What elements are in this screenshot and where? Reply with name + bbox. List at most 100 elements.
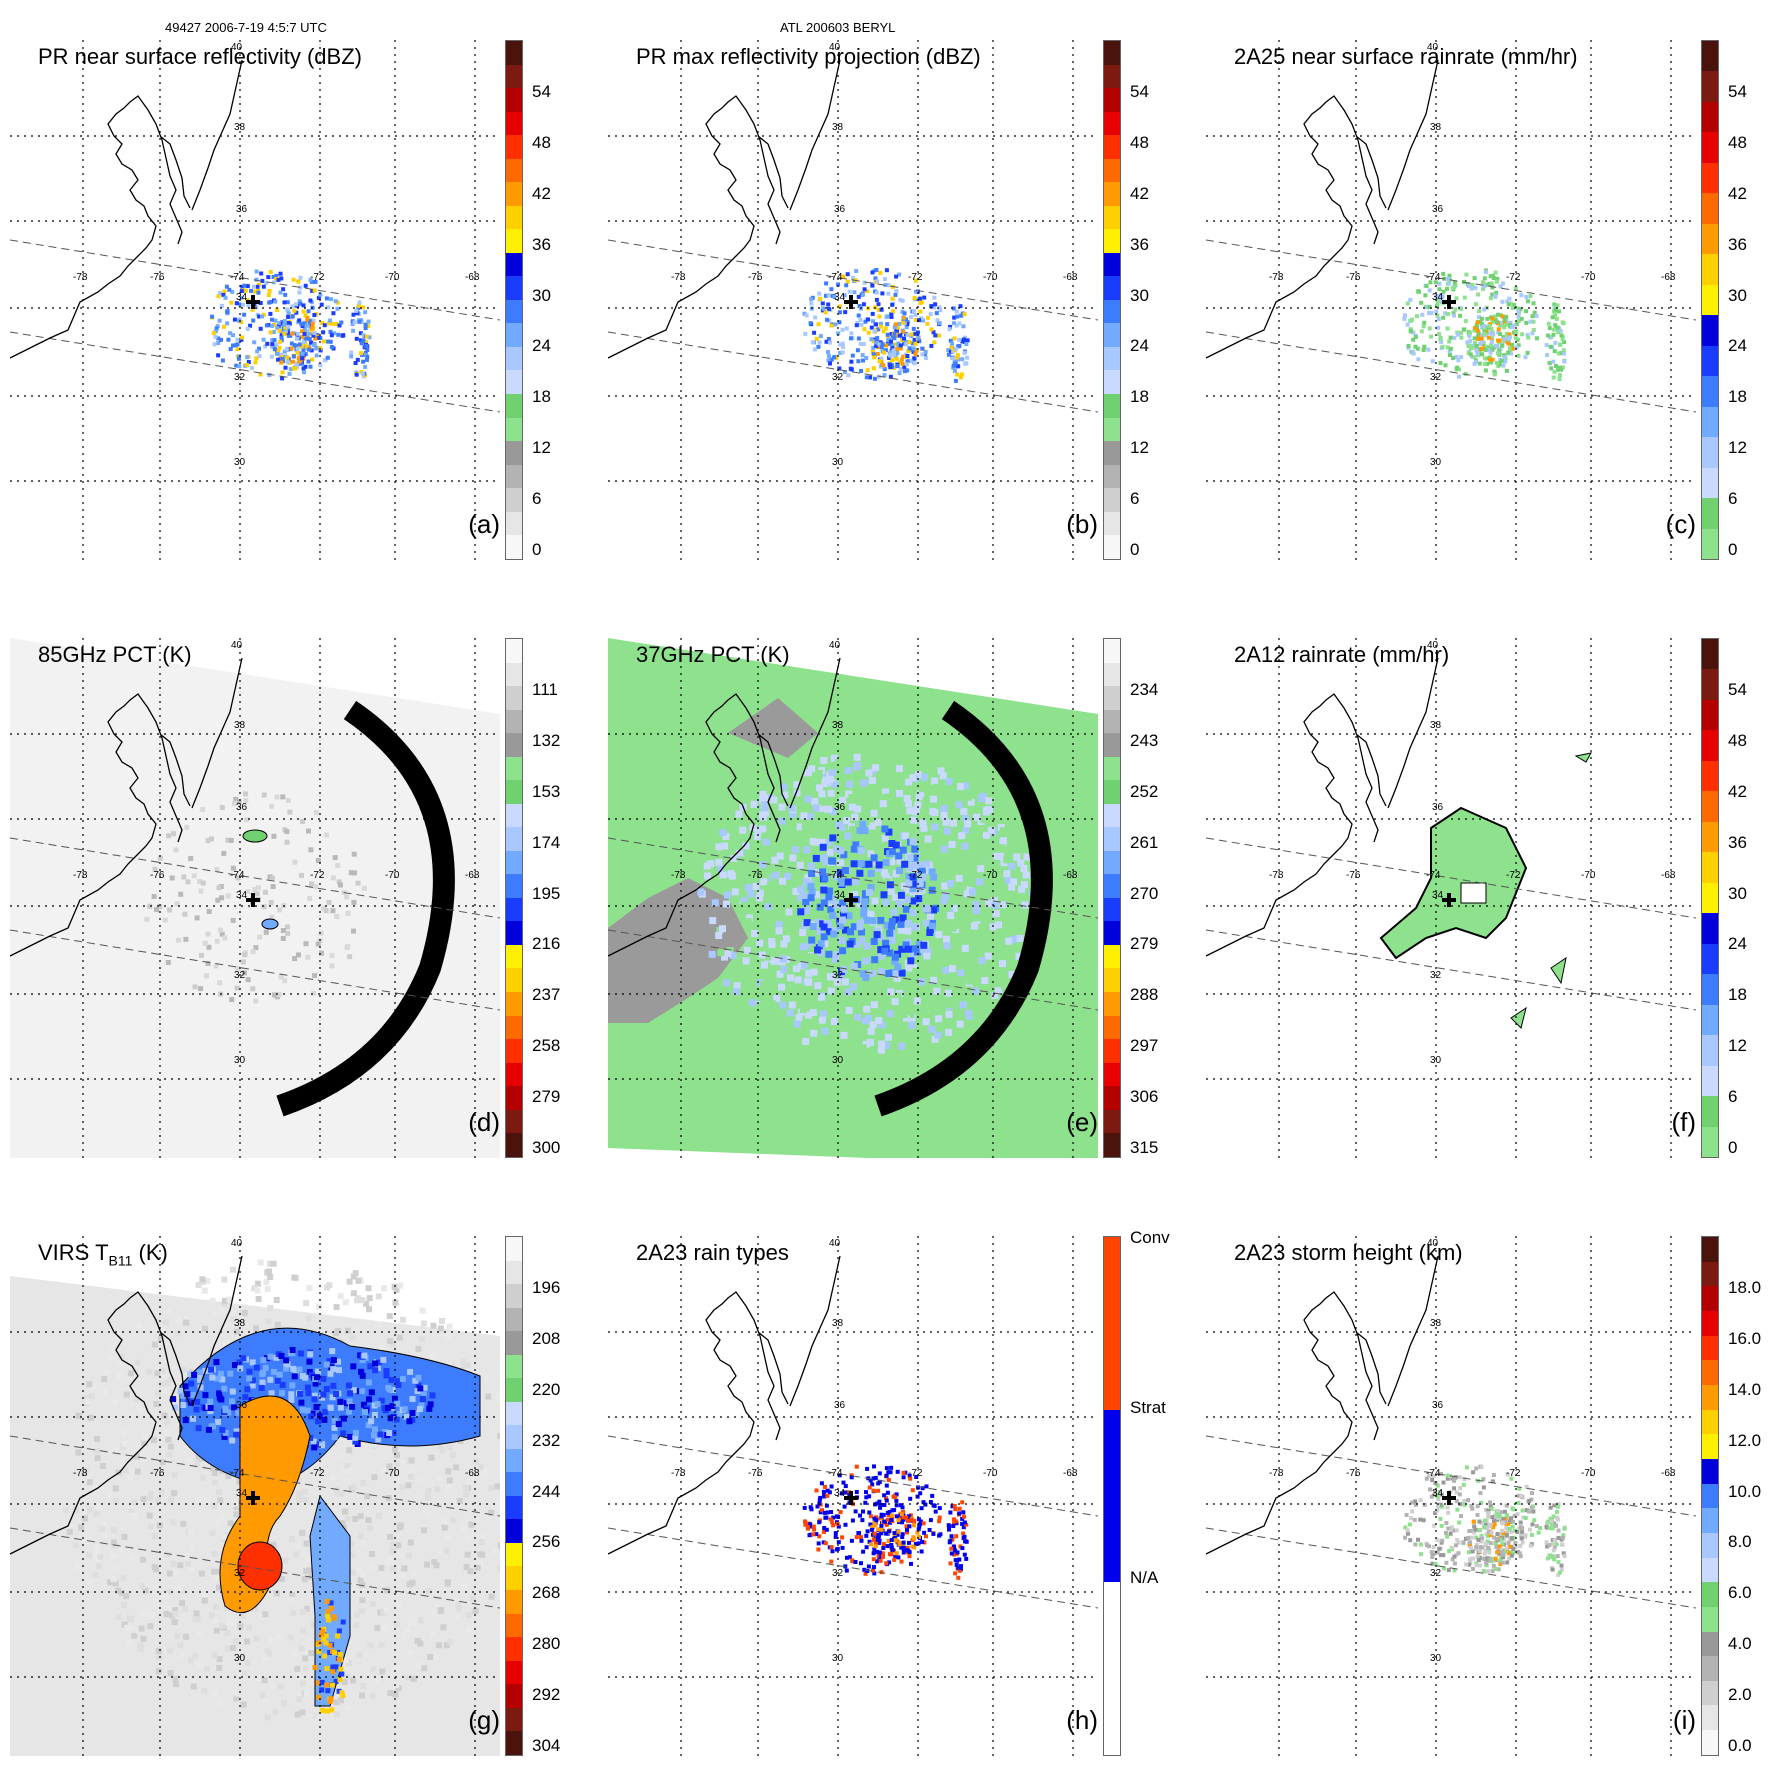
colorbar-h	[1103, 1236, 1121, 1756]
colorbar-tick-label: 12	[1130, 438, 1149, 458]
lon-label: -70	[1581, 1468, 1596, 1479]
lon-label: -72	[908, 272, 923, 283]
lon-label: -72	[1506, 1468, 1521, 1479]
panel-label-g: (g)	[468, 1705, 500, 1735]
lon-label: -74	[1426, 272, 1441, 283]
colorbar-tick-label: N/A	[1130, 1568, 1159, 1587]
colorbar-tick-label: 244	[532, 1481, 561, 1501]
panel-h: -78 -76 -74 -72 -70 -68 40 38 36 34 32 30 2A23 rain …	[608, 1228, 1198, 1756]
map-b: -78 -76 -74 -72 -70 -68 40 38 36 34 32 30	[608, 40, 1098, 560]
colorbar-tick-label: 18	[1728, 387, 1747, 407]
colorbar-tick-label: 111	[532, 680, 558, 699]
colorbar-tick-label: 36	[532, 234, 551, 254]
colorbar-tick-label: 2.0	[1728, 1685, 1752, 1705]
panel-title-a: PR near surface reflectivity (dBZ)	[38, 44, 362, 69]
colorbar-c	[1701, 40, 1719, 560]
panel-title-g: VIRS TB11 (K)	[38, 1240, 168, 1269]
colorbar-tick-label: 208	[532, 1328, 561, 1348]
lon-label: -68	[465, 272, 480, 283]
colorbar-tick-label: 243	[1130, 730, 1159, 750]
panel-title-h: 2A23 rain types	[636, 1240, 789, 1265]
panel-title-f: 2A12 rainrate (mm/hr)	[1234, 642, 1450, 667]
lon-label: -74	[828, 272, 843, 283]
lat-label: 36	[236, 1400, 248, 1411]
colorbar-tick-label: 42	[1728, 183, 1747, 203]
lat-label: 34	[236, 1488, 248, 1499]
lon-label: -68	[1661, 272, 1676, 283]
lon-label: -76	[748, 870, 763, 881]
lat-label: 38	[234, 122, 246, 133]
colorbar-tick-label: 24	[1728, 336, 1747, 356]
lon-label: -68	[1661, 1468, 1676, 1479]
panel-label-a: (a)	[468, 509, 500, 539]
panel-title-d: 85GHz PCT (K)	[38, 642, 192, 667]
lon-label: -74	[230, 272, 245, 283]
colorbar-tick-label: 12	[532, 438, 551, 458]
storm-center-marker	[246, 1491, 260, 1505]
lat-label: 36	[1432, 204, 1444, 215]
lon-label: -78	[1269, 1468, 1284, 1479]
colorbar-tick-label: 48	[532, 132, 551, 152]
lat-label: 38	[1430, 122, 1442, 133]
lon-label: -68	[1661, 870, 1676, 881]
lon-label: -76	[150, 1468, 165, 1479]
lon-label: -70	[385, 272, 400, 283]
lat-label: 34	[1432, 292, 1444, 303]
lat-label: 40	[829, 640, 841, 651]
colorbar-tick-label: 0	[532, 540, 542, 559]
storm-center-marker	[844, 1491, 858, 1505]
panel-title-i: 2A23 storm height (km)	[1234, 1240, 1463, 1265]
lon-label: -72	[908, 1468, 923, 1479]
lat-label: 38	[832, 1318, 844, 1329]
colorbar-tick-label: 54	[1728, 680, 1747, 699]
map-c: -78 -76 -74 -72 -70 -68 40 38 36 34 32 30	[1206, 40, 1696, 560]
colorbar-tick-label: 10.0	[1728, 1481, 1762, 1501]
panel-e: -78 -76 -74 -72 -70 -68 40 38 36 34 32 30 37GHz PCT …	[608, 638, 1198, 1158]
panel-label-i: (i)	[1672, 1705, 1696, 1735]
panel-i: -78 -76 -74 -72 -70 -68 40 38 36 34 32 30 2A23 storm…	[1206, 1236, 1771, 1756]
lat-label: 40	[829, 42, 841, 53]
colorbar-tick-label: 48	[1728, 730, 1747, 750]
colorbar-tick-label: 30	[1728, 883, 1747, 903]
panel-label-c: (c)	[1665, 509, 1696, 539]
map-d: -78 -76 -74 -72 -70 -68 40 38 36 34 32 30	[10, 638, 500, 1158]
colorbar-e	[1103, 638, 1121, 1158]
colorbar-tick-label: 196	[532, 1278, 561, 1297]
colorbar-tick-label: 315	[1130, 1138, 1159, 1157]
colorbar-g	[505, 1236, 523, 1756]
lon-label: -70	[385, 870, 400, 881]
colorbar-tick-label: 54	[1130, 82, 1149, 101]
lat-label: 32	[832, 1568, 844, 1579]
lat-label: 30	[832, 1055, 844, 1066]
lon-label: -74	[230, 1468, 245, 1479]
colorbar-tick-label: 268	[532, 1583, 561, 1603]
lat-label: 30	[832, 1653, 844, 1664]
lat-label: 36	[834, 204, 846, 215]
storm-center-marker	[1442, 893, 1456, 907]
colorbar-tick-label: 42	[1728, 781, 1747, 801]
colorbar-tick-label: 220	[532, 1379, 561, 1399]
lat-label: 36	[1432, 802, 1444, 813]
lon-label: -68	[465, 1468, 480, 1479]
colorbar-tick-label: 4.0	[1728, 1634, 1752, 1654]
lat-label: 36	[1432, 1400, 1444, 1411]
lat-label: 32	[234, 372, 246, 383]
colorbar-tick-label: 6	[1728, 1087, 1738, 1107]
colorbar-d	[505, 638, 523, 1158]
lat-label: 40	[1427, 640, 1439, 651]
colorbar-tick-label: 153	[532, 781, 561, 801]
colorbar-tick-label: 18	[1728, 985, 1747, 1005]
panel-label-h: (h)	[1066, 1705, 1098, 1735]
lat-label: 34	[834, 292, 846, 303]
lon-label: -70	[385, 1468, 400, 1479]
colorbar-tick-label: 6	[532, 489, 542, 509]
lon-label: -70	[1581, 272, 1596, 283]
colorbar-tick-label: 6.0	[1728, 1583, 1752, 1603]
lat-label: 32	[234, 970, 246, 981]
panel-d: -78 -76 -74 -72 -70 -68 40 38 36 34 32 30 85GHz PCT …	[10, 638, 600, 1158]
storm-center-marker	[1442, 1491, 1456, 1505]
lon-label: -76	[150, 272, 165, 283]
lon-label: -76	[1346, 272, 1361, 283]
storm-center-marker	[844, 295, 858, 309]
colorbar-tick-label: 36	[1728, 234, 1747, 254]
